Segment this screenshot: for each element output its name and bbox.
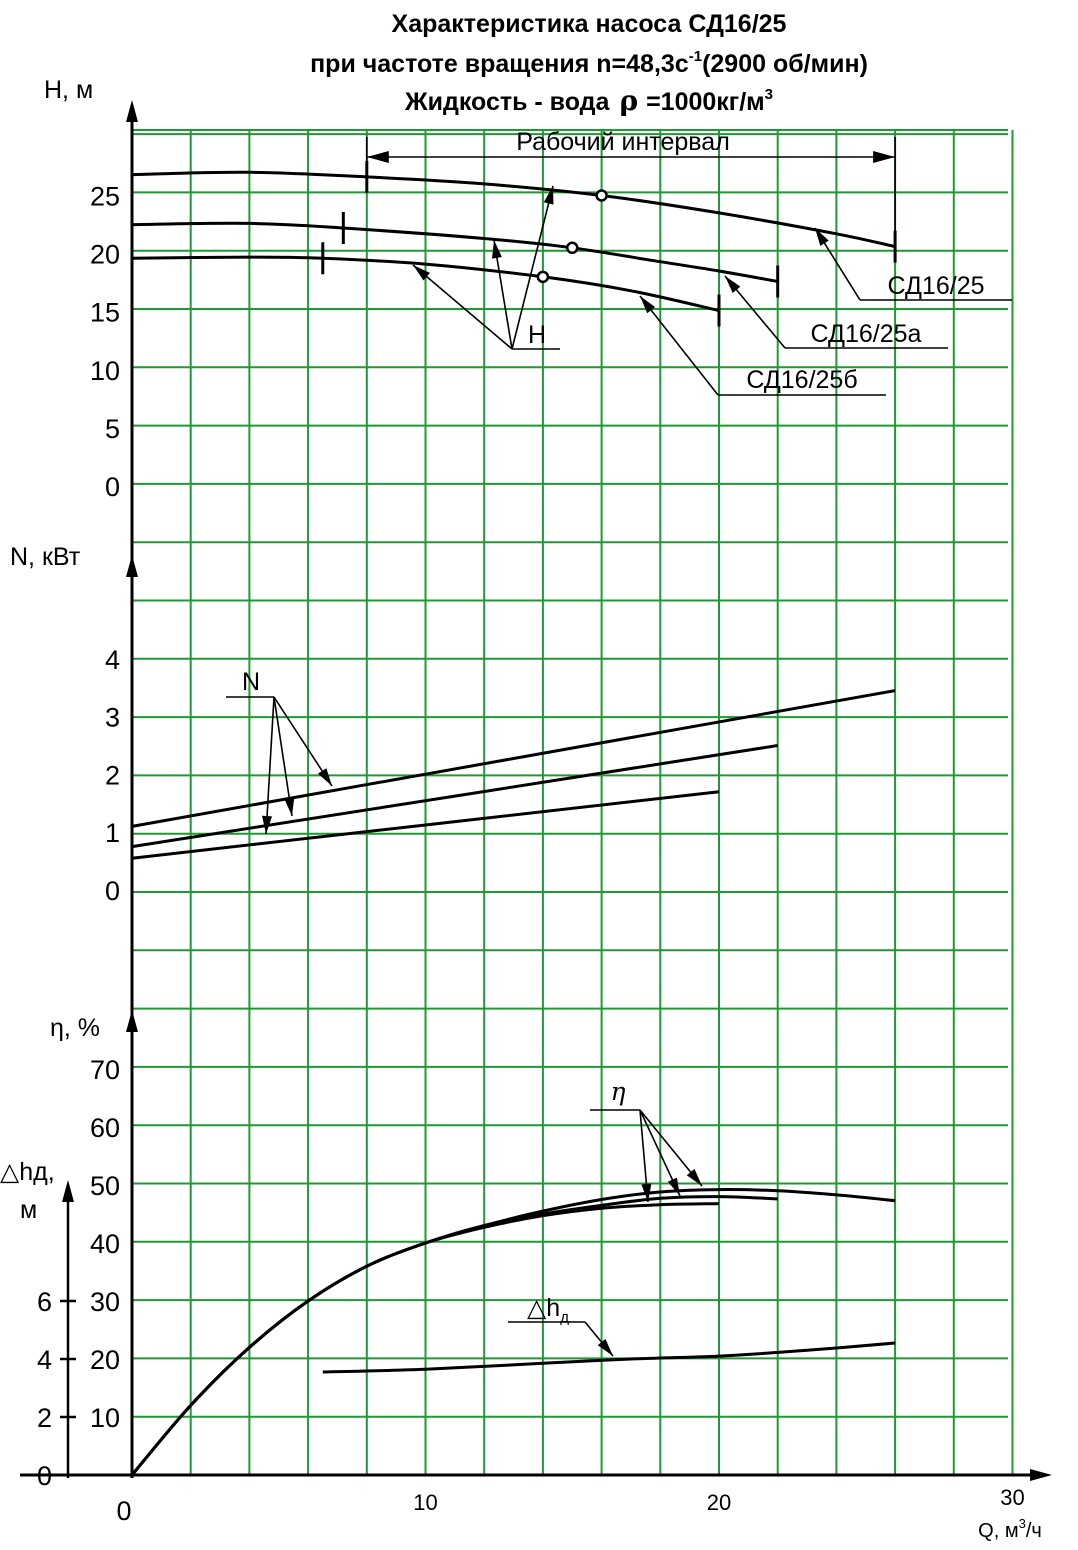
- series-sd16-25-leader-head: [815, 228, 829, 246]
- efficiency-tick-label: 10: [90, 1403, 120, 1433]
- power-tick-label: 3: [105, 703, 120, 733]
- head-leader-head: [543, 186, 554, 205]
- efficiency-tick-label: 20: [90, 1345, 120, 1375]
- power-tick-label: 4: [105, 645, 120, 675]
- npsh-leader-head: [597, 1338, 613, 1356]
- series-label-sd16-25: СД16/25: [888, 272, 985, 300]
- series-sd16-25a-leader-head: [725, 276, 741, 294]
- operating-interval-arrow-left: [366, 151, 389, 163]
- head-curve-2: [131, 255, 720, 312]
- power-leader-head: [262, 815, 273, 834]
- head-tick-label: 15: [90, 298, 120, 328]
- power-leader-head: [284, 797, 295, 816]
- npsh-tick-label: 0: [37, 1461, 52, 1491]
- x-tick-label: 0: [116, 1496, 131, 1526]
- head-tick-label: 0: [105, 472, 120, 502]
- x-tick-label: 10: [413, 1490, 437, 1515]
- npsh-tick-label: 6: [37, 1287, 52, 1317]
- operating-interval-arrow-right: [873, 151, 896, 163]
- head-curve-1: [131, 221, 778, 283]
- axes: [20, 100, 1052, 1481]
- efficiency-tick-label: 60: [90, 1113, 120, 1143]
- power-axis-label: N, кВт: [10, 543, 81, 571]
- design-point-marker: [566, 241, 579, 255]
- npsh-tick-label: 2: [37, 1403, 52, 1433]
- power-leader-head: [317, 768, 332, 786]
- head-tick-label: 5: [105, 414, 120, 444]
- efficiency-leader-head: [641, 1183, 652, 1202]
- npsh-axis-arrow: [62, 1180, 74, 1202]
- head-leader: [511, 185, 554, 350]
- grid: [132, 129, 1014, 1475]
- chart-title-line3: Жидкость - вода ρ =1000кг/м3: [404, 84, 773, 117]
- npsh-tick-label: 4: [37, 1345, 52, 1375]
- annotations: [226, 137, 1012, 1357]
- efficiency-curve-2: [130, 1202, 720, 1476]
- x-axis-arrow: [1030, 1469, 1052, 1481]
- series-label-sd16-25b: СД16/25б: [746, 366, 857, 394]
- power-curve-label: N: [242, 668, 260, 696]
- npsh-curve-0: [322, 1341, 896, 1374]
- head-tick-label: 25: [90, 182, 120, 212]
- power-curve-2: [131, 790, 720, 860]
- head-axis-label: Н, м: [44, 76, 93, 104]
- power-curve-1: [131, 744, 778, 849]
- x-tick-label: 20: [707, 1490, 731, 1515]
- power-curve-0: [131, 689, 896, 828]
- npsh-axis-label-2: м: [20, 1196, 37, 1224]
- efficiency-leader-head: [686, 1168, 702, 1186]
- efficiency-tick-label: 40: [90, 1229, 120, 1259]
- npsh-axis-label-1: △hд,: [0, 1158, 55, 1186]
- efficiency-axis-arrow: [126, 1010, 138, 1032]
- head-leader: [412, 264, 513, 350]
- npsh-curve-label: △hд: [527, 1294, 569, 1326]
- efficiency-leader-head: [667, 1177, 680, 1196]
- power-tick-label: 2: [105, 760, 120, 790]
- head-axis-arrow: [126, 100, 138, 122]
- head-leader: [493, 239, 513, 350]
- head-tick-label: 10: [90, 356, 120, 386]
- efficiency-curve-label: η: [611, 1077, 626, 1106]
- series-sd16-25b-leader: [639, 295, 719, 396]
- power-leader: [265, 696, 275, 835]
- efficiency-tick-label: 70: [90, 1055, 120, 1085]
- power-leader: [273, 696, 293, 817]
- efficiency-axis-label: η, %: [50, 1014, 100, 1042]
- head-curve-label: Н: [528, 321, 546, 349]
- efficiency-tick-label: 30: [90, 1287, 120, 1317]
- series-sd16-25b-leader-head: [640, 296, 656, 314]
- x-tick-label: 30: [1000, 1485, 1024, 1510]
- efficiency-tick-label: 50: [90, 1171, 120, 1201]
- head-leader-head: [491, 240, 502, 259]
- x-axis-label: Q, м3/ч: [978, 1516, 1042, 1542]
- head-curve-0: [131, 170, 896, 249]
- design-point-marker: [595, 189, 608, 202]
- curves: [130, 160, 897, 1476]
- power-tick-label: 0: [105, 876, 120, 906]
- chart-title-line2: при частоте вращения n=48,3c-1(2900 об/м…: [310, 48, 868, 78]
- power-tick-label: 1: [105, 818, 120, 848]
- operating-interval-label: Рабочий интервал: [516, 128, 730, 156]
- head-leader-head: [413, 265, 430, 281]
- power-axis-arrow: [126, 555, 138, 577]
- chart-title-line1: Характеристика насоса СД16/25: [392, 10, 787, 38]
- design-point-marker: [536, 270, 550, 284]
- head-tick-label: 20: [90, 240, 120, 270]
- series-label-sd16-25a: СД16/25а: [811, 320, 922, 348]
